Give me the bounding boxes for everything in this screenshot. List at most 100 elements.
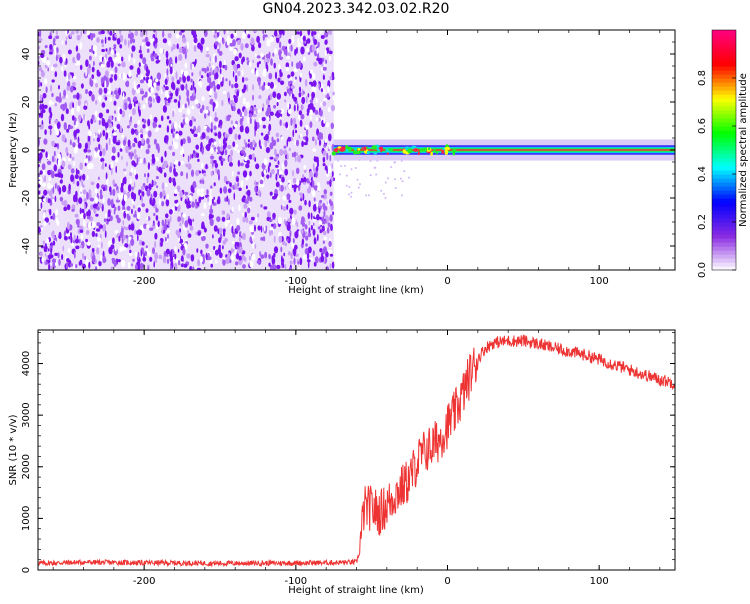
colorbar-segment	[712, 222, 736, 227]
snr-y-tick-label: 4000	[21, 351, 32, 376]
colorbar-segment	[712, 114, 736, 119]
colorbar-segment	[712, 206, 736, 211]
spectrogram-y-tick-label: 0	[21, 147, 32, 153]
colorbar-segment	[712, 110, 736, 115]
colorbar-segment	[712, 46, 736, 51]
colorbar-segment	[712, 194, 736, 199]
colorbar-segment	[712, 34, 736, 39]
snr-y-tick-label: 0	[21, 567, 32, 573]
spectrogram-y-tick-label: 20	[21, 96, 32, 109]
snr-x-tick-label: -200	[133, 576, 156, 587]
colorbar-segment	[712, 242, 736, 247]
snr-plot-area	[38, 334, 675, 568]
snr-y-tick-label: 1000	[21, 506, 32, 531]
colorbar-segment	[712, 74, 736, 79]
colorbar-segment	[712, 190, 736, 195]
colorbar-segment	[712, 230, 736, 235]
spectrogram-y-tick-label: 40	[21, 48, 32, 61]
colorbar-segment	[712, 70, 736, 75]
colorbar-segment	[712, 250, 736, 255]
colorbar-segment	[712, 94, 736, 99]
spectrogram-y-axis-label: Frequency (Hz)	[8, 112, 19, 188]
spectrogram-x-tick-label: -200	[133, 276, 156, 287]
colorbar-tick-label: 0.4	[697, 166, 708, 182]
colorbar-segment	[712, 234, 736, 239]
colorbar-segment	[712, 62, 736, 67]
colorbar-segment	[712, 266, 736, 271]
spectrogram-x-axis-label: Height of straight line (km)	[288, 285, 424, 296]
spectrogram-x-axis: -200 -100 0 100	[52, 30, 661, 287]
colorbar-segment	[712, 246, 736, 251]
snr-x-tick-label: 100	[590, 576, 609, 587]
chart-title: GN04.2023.342.03.02.R20	[262, 1, 450, 17]
colorbar-segment	[712, 98, 736, 103]
colorbar-segment	[712, 162, 736, 167]
colorbar-label: Normalized spectral amplitude	[738, 73, 749, 227]
spectrogram-plot-area	[38, 30, 675, 270]
colorbar-segment	[712, 178, 736, 183]
colorbar-segment	[712, 66, 736, 71]
spectrogram-noise-speckle	[38, 30, 410, 270]
colorbar-segment	[712, 90, 736, 95]
colorbar-segment	[712, 170, 736, 175]
snr-y-axis-label: SNR (10 * v/v)	[8, 414, 19, 485]
colorbar-segment	[712, 122, 736, 127]
snr-panel: -200 -100 0 100 0 1000 2000 3000 4000 Height of…	[8, 329, 676, 596]
colorbar-segment	[712, 238, 736, 243]
colorbar-segment	[712, 50, 736, 55]
spectrogram-y-tick-label: -20	[21, 190, 32, 206]
colorbar-gradient	[712, 30, 736, 271]
snr-series-line	[38, 334, 675, 568]
colorbar-segment	[712, 106, 736, 111]
colorbar-segment	[712, 102, 736, 107]
spectrogram-x-tick-label: 0	[444, 276, 450, 287]
colorbar-segment	[712, 226, 736, 231]
colorbar-segment	[712, 182, 736, 187]
colorbar-segment	[712, 86, 736, 91]
colorbar-segment	[712, 118, 736, 123]
snr-frame	[37, 329, 676, 571]
snr-y-tick-label: 2000	[21, 454, 32, 479]
colorbar-segment	[712, 146, 736, 151]
colorbar-axis: 0.0 0.2 0.4 0.6 0.8	[697, 70, 736, 278]
colorbar-tick-label: 0.6	[697, 118, 708, 134]
colorbar-segment	[712, 158, 736, 163]
spectrogram-x-tick-label: 100	[590, 276, 609, 287]
colorbar-segment	[712, 38, 736, 43]
colorbar-segment	[712, 258, 736, 263]
snr-x-axis: -200 -100 0 100	[52, 330, 661, 587]
spectrogram-y-tick-label: -40	[21, 238, 32, 254]
colorbar-segment	[712, 130, 736, 135]
colorbar-segment	[712, 126, 736, 131]
colorbar-segment	[712, 138, 736, 143]
snr-y-axis: 0 1000 2000 3000 4000	[21, 332, 675, 573]
colorbar-tick-label: 0.2	[697, 214, 708, 230]
colorbar-segment	[712, 174, 736, 179]
colorbar-segment	[712, 154, 736, 159]
colorbar-segment	[712, 142, 736, 147]
colorbar-segment	[712, 150, 736, 155]
colorbar-segment	[712, 58, 736, 63]
spectrogram-x-tick-label: -100	[284, 276, 307, 287]
colorbar-segment	[712, 78, 736, 83]
colorbar: 0.0 0.2 0.4 0.6 0.8 Normalized spectral ampl…	[697, 29, 749, 278]
colorbar-segment	[712, 134, 736, 139]
colorbar-segment	[712, 82, 736, 87]
signal-band-core	[333, 149, 675, 151]
snr-x-tick-label: 0	[444, 576, 450, 587]
colorbar-segment	[712, 202, 736, 207]
colorbar-tick-label: 0.8	[697, 70, 708, 86]
colorbar-segment	[712, 30, 736, 35]
colorbar-segment	[712, 198, 736, 203]
snr-y-tick-label: 3000	[21, 402, 32, 427]
colorbar-segment	[712, 214, 736, 219]
colorbar-segment	[712, 186, 736, 191]
colorbar-segment	[712, 262, 736, 267]
snr-x-tick-label: -100	[284, 576, 307, 587]
snr-x-axis-label: Height of straight line (km)	[288, 585, 424, 596]
colorbar-segment	[712, 54, 736, 59]
colorbar-segment	[712, 210, 736, 215]
